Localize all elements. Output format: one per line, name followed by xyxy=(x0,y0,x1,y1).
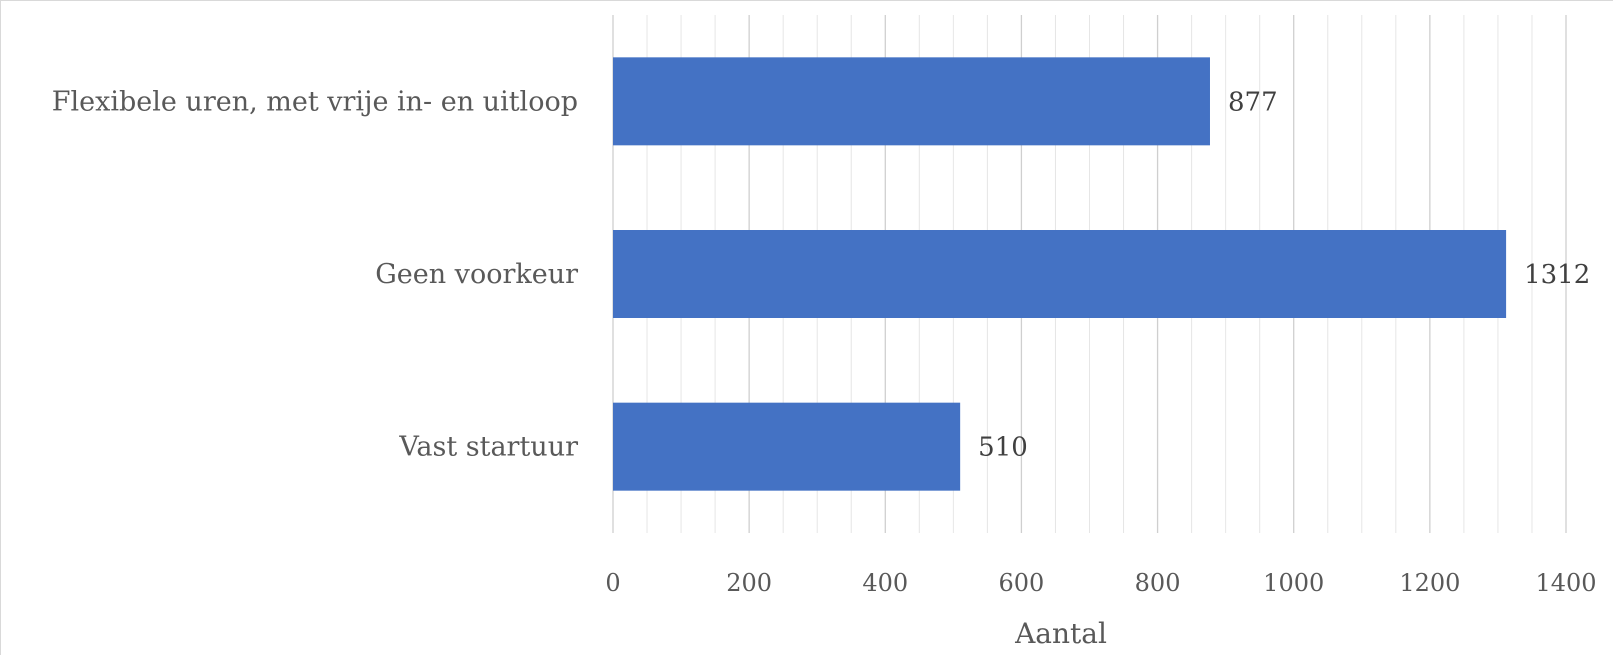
x-axis-title: Aantal xyxy=(1014,617,1107,650)
x-tick-label: 400 xyxy=(862,569,908,597)
data-label: 510 xyxy=(978,433,1028,463)
x-tick-label: 0 xyxy=(605,569,620,597)
category-label: Geen voorkeur xyxy=(375,259,578,290)
x-tick-label: 1200 xyxy=(1399,569,1460,597)
data-label: 877 xyxy=(1228,87,1278,117)
x-tick-label: 1400 xyxy=(1535,569,1596,597)
x-tick-label: 200 xyxy=(726,569,772,597)
data-label: 1312 xyxy=(1524,260,1590,290)
labels: 0 200 400 600 800 1000 1200 1400 Flexibele uren,… xyxy=(52,86,1597,597)
x-tick-label: 1000 xyxy=(1263,569,1324,597)
bar xyxy=(613,402,961,491)
category-label: Vast startuur xyxy=(398,432,578,463)
bar xyxy=(613,57,1210,146)
bars xyxy=(613,57,1507,491)
x-tick-label: 800 xyxy=(1135,569,1181,597)
category-label: Flexibele uren, met vrije in- en uitloop xyxy=(52,86,578,117)
bar xyxy=(613,230,1507,318)
x-tick-label: 600 xyxy=(999,569,1045,597)
